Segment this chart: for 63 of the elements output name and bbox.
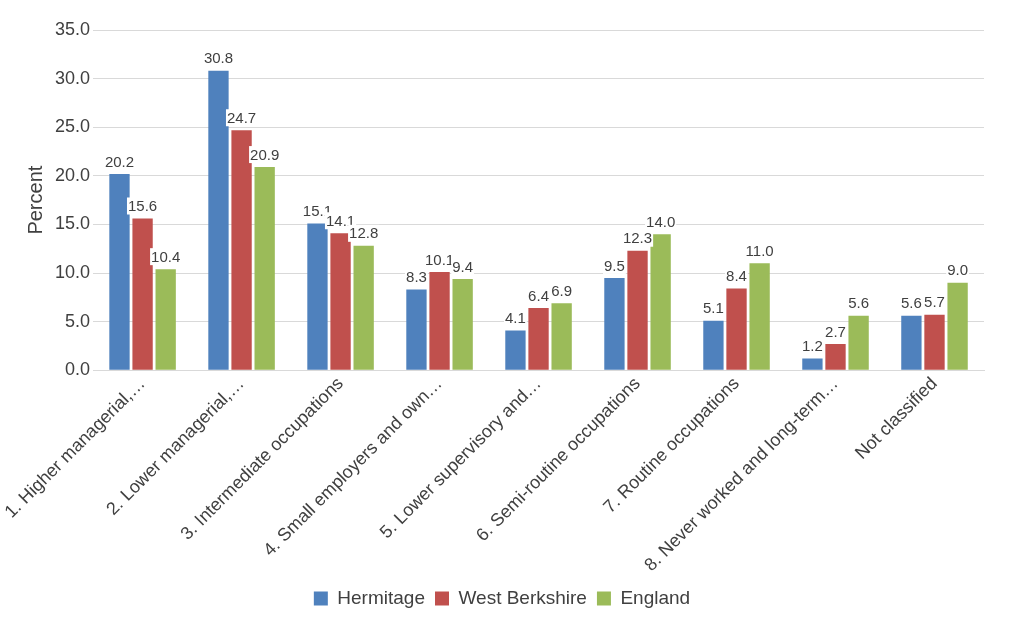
bar (551, 303, 572, 370)
bar (155, 269, 176, 370)
y-tick-label: 30.0 (55, 67, 91, 88)
y-tick-label: 5.0 (65, 310, 91, 331)
bar (703, 320, 724, 370)
bar (132, 218, 153, 370)
bar (307, 223, 328, 370)
data-label: 6.9 (551, 281, 573, 299)
data-label: 5.6 (900, 294, 922, 312)
y-tick-label: 15.0 (55, 213, 91, 234)
data-label: 14.0 (646, 212, 676, 230)
y-tick-label: 25.0 (55, 116, 91, 137)
bar (901, 315, 922, 370)
bar (353, 245, 374, 370)
y-tick-label: 35.0 (55, 18, 91, 39)
legend-label: West Berkshire (458, 586, 587, 608)
data-label: 6.4 (528, 286, 549, 304)
bar (452, 278, 473, 370)
legend-label: Hermitage (337, 586, 425, 608)
bar (208, 70, 229, 370)
y-tick-label: 20.0 (55, 164, 91, 185)
data-label: 8.4 (726, 267, 747, 285)
data-label: 4.1 (505, 309, 526, 327)
bar (330, 233, 351, 370)
bar (528, 308, 549, 370)
data-label: 30.8 (203, 49, 234, 67)
data-label: 5.7 (924, 293, 945, 311)
y-axis-title: Percent (23, 165, 46, 235)
bar (604, 277, 625, 370)
data-label: 8.3 (406, 268, 427, 286)
bar (505, 330, 526, 370)
y-tick-label: 0.0 (65, 359, 91, 380)
data-label: 9.4 (452, 257, 474, 275)
data-label: 5.1 (703, 299, 724, 317)
y-tick-label: 10.0 (55, 262, 91, 283)
data-label: 11.0 (745, 241, 774, 259)
bar (802, 358, 823, 370)
data-label: 15.6 (127, 197, 158, 215)
bar (254, 167, 275, 370)
bar (650, 234, 671, 370)
bar (947, 282, 968, 370)
data-label: 2.7 (825, 322, 846, 340)
data-label: 5.6 (848, 294, 870, 312)
data-label: 12.3 (622, 229, 653, 247)
data-label: 20.2 (104, 152, 135, 170)
bar (109, 173, 130, 370)
bar (406, 289, 427, 370)
data-label: 24.7 (226, 108, 257, 126)
bar (627, 250, 648, 370)
bar (429, 272, 450, 370)
data-label: 10.4 (151, 247, 181, 265)
bar (924, 314, 945, 370)
bar (848, 315, 869, 370)
data-label: 1.2 (801, 337, 823, 355)
data-label: 20.9 (250, 145, 280, 163)
bar (749, 263, 770, 370)
bar (231, 130, 252, 370)
data-label: 12.8 (349, 224, 379, 242)
legend-label: England (620, 586, 691, 608)
bar (726, 288, 747, 370)
data-label: 9.5 (604, 256, 625, 274)
data-label: 9.0 (947, 261, 969, 279)
bar (825, 344, 846, 370)
